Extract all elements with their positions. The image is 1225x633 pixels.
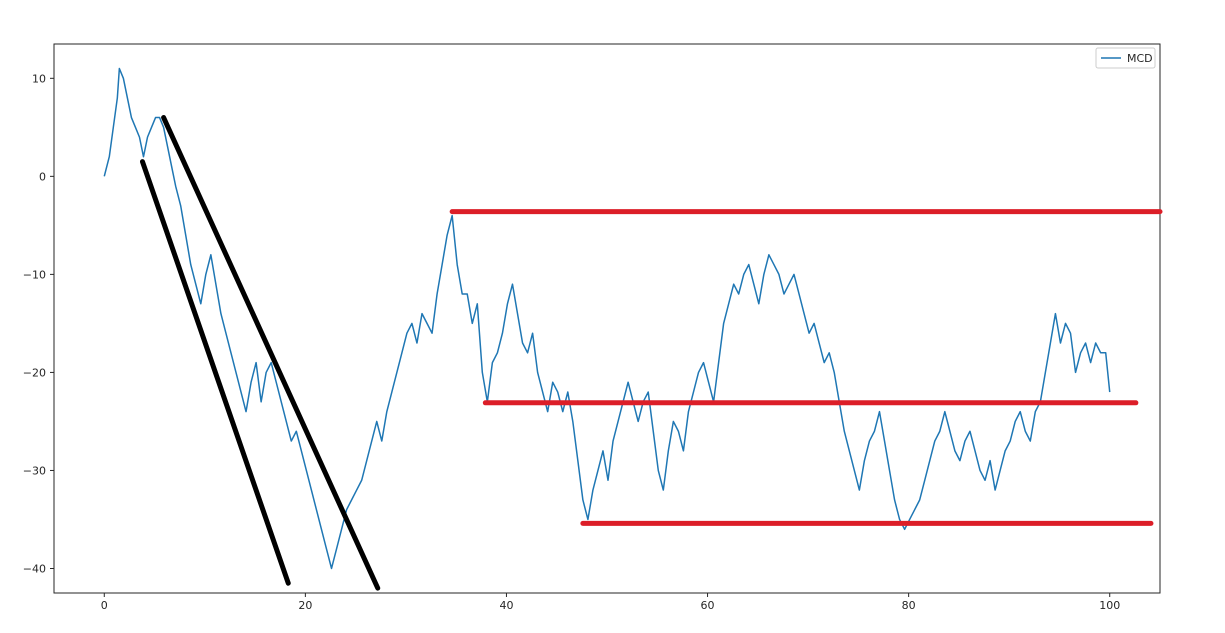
- x-tick-label: 100: [1099, 599, 1120, 612]
- x-tick-label: 40: [499, 599, 513, 612]
- x-tick-label: 0: [101, 599, 108, 612]
- trend-line: [161, 115, 381, 591]
- x-tick-label: 20: [298, 599, 312, 612]
- trend-line: [139, 159, 291, 586]
- legend: MCD: [1095, 47, 1156, 69]
- y-tick-label: −40: [23, 562, 46, 575]
- x-tick-label: 60: [701, 599, 715, 612]
- x-axis: 0 20 40 60 80 100: [101, 593, 1120, 612]
- y-tick-label: −20: [23, 366, 46, 379]
- series-layer: [103, 67, 1111, 570]
- x-tick-label: 80: [902, 599, 916, 612]
- plot-area-frame: [53, 43, 1161, 594]
- y-tick-label: 10: [32, 72, 46, 85]
- series-line-mcd: [103, 67, 1111, 570]
- annotation-layer: [139, 115, 1163, 591]
- y-tick-label: −30: [23, 464, 46, 477]
- y-axis: 10 0 −10 −20 −30 −40: [23, 72, 54, 575]
- legend-label: MCD: [1127, 52, 1153, 65]
- y-tick-label: −10: [23, 268, 46, 281]
- y-tick-label: 0: [39, 170, 46, 183]
- legend-box: [1095, 47, 1156, 69]
